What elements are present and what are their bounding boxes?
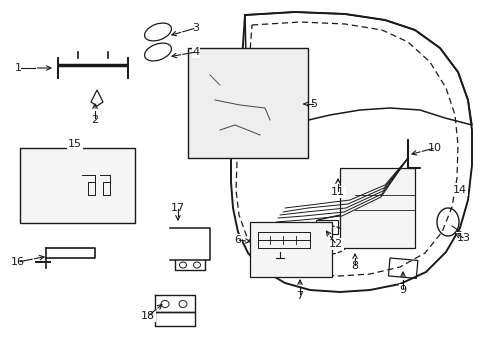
Text: 12: 12 [328,239,343,249]
Text: 16: 16 [11,257,25,267]
Bar [339,168,414,248]
Text: 15: 15 [68,139,82,149]
Text: 3: 3 [192,23,199,33]
Text: 13: 13 [456,233,470,243]
Text: 8: 8 [351,261,358,271]
Text: 10: 10 [427,143,441,153]
Text: 11: 11 [330,187,345,197]
Text: 2: 2 [91,115,99,125]
Bar [187,48,307,158]
Text: 1: 1 [15,63,21,73]
Text: 5: 5 [310,99,317,109]
Text: 17: 17 [171,203,184,213]
Bar [249,222,331,277]
Text: 14: 14 [452,185,466,195]
Text: 9: 9 [399,285,406,295]
Text: 7: 7 [296,291,303,301]
Bar [387,258,417,278]
Bar [315,220,337,234]
Bar [20,148,135,223]
Text: 4: 4 [192,47,199,57]
Text: 6: 6 [234,235,241,245]
Text: 18: 18 [141,311,155,321]
